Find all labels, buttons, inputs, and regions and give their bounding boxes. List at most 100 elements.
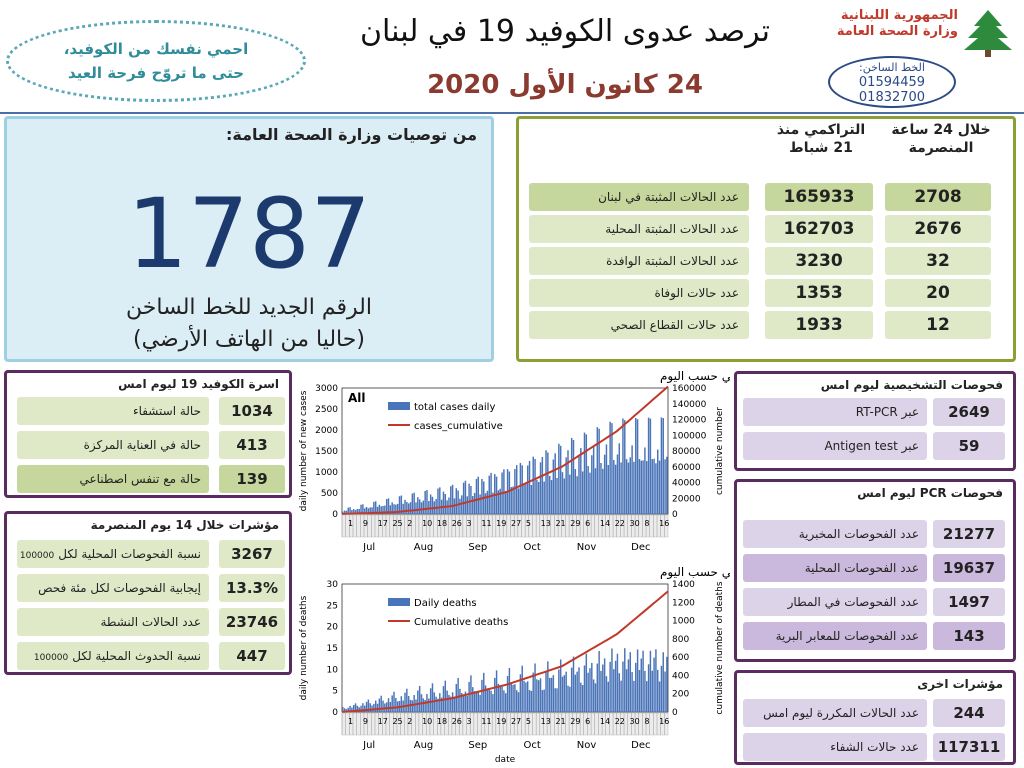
daily-bar <box>473 691 476 712</box>
advice-line2: حتى ما تروّح فرحة العيد <box>67 64 245 82</box>
daily-bar <box>424 699 426 712</box>
daily-bar <box>552 459 555 514</box>
daily-bar <box>655 463 657 514</box>
daily-bar <box>402 503 404 514</box>
daily-bar <box>457 490 459 514</box>
daily-bar <box>347 707 349 712</box>
beds-row-text: حالة مع تنفس اصطناعي <box>79 472 201 486</box>
daily-bar <box>521 665 523 712</box>
indicators14-row-suffix: 100000 <box>33 653 69 663</box>
daily-bar <box>614 660 617 712</box>
y2-tick-label: 40000 <box>672 479 701 489</box>
daily-bar <box>356 508 359 514</box>
daily-bar <box>514 469 516 514</box>
daily-bar <box>528 460 531 514</box>
hotline-line2: (حاليا من الهاتف الأرضي) <box>133 327 365 352</box>
daily-bar <box>451 692 454 712</box>
daily-bar <box>407 696 410 712</box>
daily-bar <box>349 705 351 712</box>
indicators14-row-value: 3267 <box>219 540 285 568</box>
daily-bar <box>488 689 490 712</box>
daily-bar <box>526 465 529 514</box>
daily-bar <box>418 499 421 514</box>
daily-bar <box>609 421 611 514</box>
pcr-row-label: عدد الفحوصات في المطار <box>743 588 927 616</box>
daily-bar <box>616 653 619 712</box>
daily-bar <box>664 459 666 514</box>
daily-bar <box>514 684 516 712</box>
daily-bar <box>635 417 637 514</box>
daily-bar <box>572 656 575 712</box>
daily-bar <box>422 698 425 712</box>
pcr-row-value: 1497 <box>933 588 1005 616</box>
daily-bar <box>523 680 525 712</box>
daily-bar <box>605 444 608 514</box>
daily-bar <box>567 685 569 712</box>
pcr-row-text: عدد الفحوصات المخبرية <box>798 527 919 541</box>
daily-bar <box>505 490 507 514</box>
daily-bar <box>521 465 523 514</box>
daily-bar <box>415 699 417 712</box>
daily-bar <box>367 508 370 514</box>
month-label: Jul <box>362 542 375 553</box>
indicators-panel: مؤشرات خلال 14 يوم المنصرمة 3267 نسبة الف… <box>4 511 292 675</box>
hotline-label: الخط الساخن: <box>859 61 925 74</box>
daily-bar <box>600 670 602 712</box>
legend-line-label: Cumulative deaths <box>414 617 508 628</box>
daily-bar <box>433 692 436 712</box>
y2-tick-label: 0 <box>672 510 678 520</box>
indicators14-row-value: 447 <box>219 642 285 670</box>
daily-bar <box>351 707 353 712</box>
daily-bar <box>563 675 566 712</box>
y-tick-label: 3000 <box>315 384 338 394</box>
beds-row-label: حالة مع تنفس اصطناعي <box>17 465 209 493</box>
daily-bar <box>587 466 589 514</box>
y2-axis-label: cumulative number of deaths <box>715 581 725 714</box>
daily-bar <box>607 465 610 514</box>
indicators14-row-label: نسبة الحدوث المحلية لكل100000 <box>17 642 209 670</box>
daily-bar <box>426 490 428 514</box>
daily-bar <box>444 680 447 712</box>
daily-bar <box>385 702 388 712</box>
indicators14-row-text: عدد الحالات النشطة <box>100 615 201 629</box>
daily-bar <box>647 664 650 712</box>
daily-bar <box>578 667 580 712</box>
month-label: Sep <box>468 542 487 553</box>
daily-bar <box>343 708 346 712</box>
daily-bar <box>417 497 419 514</box>
hotline-number: 1787 <box>126 178 372 290</box>
daily-bar <box>484 685 487 712</box>
daily-bar <box>603 658 606 712</box>
daily-bar <box>354 703 357 712</box>
summary-row-cumulative: 1933 <box>765 311 873 339</box>
daily-bar <box>543 481 545 514</box>
pcr-row-label: عدد الفحوصات المخبرية <box>743 520 927 548</box>
day-tick-label: 19 <box>496 519 506 528</box>
daily-bar <box>475 692 478 712</box>
daily-bar <box>574 674 577 712</box>
pcr-row-value: 143 <box>933 622 1005 650</box>
summary-row-label: عدد حالات القطاع الصحي <box>529 311 749 339</box>
chart-title: توزيع عدد حالات الوفاة اليومي والتراكمي … <box>660 565 730 580</box>
daily-bar <box>629 652 632 712</box>
daily-bar <box>534 663 536 712</box>
daily-bar <box>638 459 641 514</box>
daily-bar <box>439 487 441 514</box>
daily-bar <box>666 656 668 712</box>
daily-bar <box>591 662 593 712</box>
daily-bar <box>360 705 362 712</box>
daily-bar <box>365 701 368 712</box>
y-tick-label: 0 <box>332 708 338 718</box>
y-tick-label: 2500 <box>315 405 338 415</box>
legend-bar-swatch <box>388 598 410 606</box>
daily-bar <box>547 661 549 712</box>
day-tick-label: 16 <box>659 717 669 726</box>
y2-tick-label: 1400 <box>672 580 695 590</box>
chart-tag: All <box>348 391 366 405</box>
daily-bar <box>479 694 481 712</box>
daily-bar <box>486 689 489 712</box>
daily-bar <box>495 670 498 712</box>
daily-bar <box>580 448 582 514</box>
daily-bar <box>631 672 633 712</box>
day-tick-label: 18 <box>437 519 447 528</box>
